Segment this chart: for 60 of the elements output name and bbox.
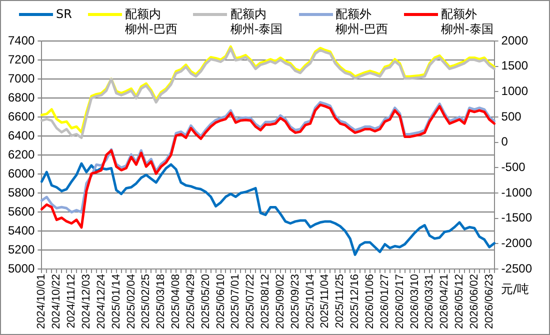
y2-tick-label: 500 <box>501 109 522 124</box>
y2-tick-label: -500 <box>501 160 526 174</box>
y2-tick-label: 2000 <box>501 33 528 48</box>
y2-tick-label: -1000 <box>501 185 532 200</box>
legend-label: 配额外柳州-泰国 <box>441 7 494 36</box>
y-tick-label: 7400 <box>8 33 36 48</box>
y-tick-label: 7200 <box>8 52 36 66</box>
x-tick-label: 2026/01/27 <box>378 274 391 330</box>
y2-tick-label: 1500 <box>501 58 528 73</box>
x-tick-label: 2025/08/12 <box>260 274 272 330</box>
y2-tick-label: 0 <box>501 134 508 149</box>
y2-tick-label: 1000 <box>501 84 528 98</box>
legend-label: SR <box>56 7 72 22</box>
y-tick-label: 7000 <box>8 71 36 86</box>
x-tick-label: 2026/06/23 <box>483 274 496 330</box>
y-tick-label: 5000 <box>8 261 36 276</box>
x-tick-label: 2025/10/14 <box>304 274 316 330</box>
y2-tick-label: -1500 <box>501 210 532 225</box>
x-tick-label: 2025/01/14 <box>110 274 122 330</box>
text: 元/吨 <box>501 281 530 298</box>
legend-label: 配额内柳州-泰国 <box>230 7 283 36</box>
x-tick-label: 2024/10/01 <box>36 274 48 330</box>
y2-tick-label: -2000 <box>501 236 532 250</box>
x-tick-label: 2026/04/21 <box>438 274 451 330</box>
x-tick-label: 2025/04/29 <box>184 274 197 330</box>
x-tick-label: 2025/07/01 <box>230 274 242 330</box>
y-tick-label: 6800 <box>8 90 36 104</box>
x-tick-label: 2024/11/12 <box>66 274 78 328</box>
y-tick-label: 5600 <box>8 204 36 218</box>
x-tick-label: 2025/02/04 <box>125 274 138 330</box>
y-tick-label: 6400 <box>8 128 36 142</box>
y-tick-label: 5200 <box>8 242 36 256</box>
y2-tick-label: -2500 <box>501 261 532 276</box>
x-tick-label: 2026/01/06 <box>364 274 376 330</box>
x-tick-label: 2026/02/17 <box>394 274 406 330</box>
x-tick-label: 2024/12/03 <box>80 274 92 330</box>
legend-label: 配额内柳州-巴西 <box>124 7 178 36</box>
x-tick-label: 2025/03/18 <box>155 274 168 330</box>
x-tick-label: 2025/11/25 <box>334 274 346 328</box>
x-tick-label: 2025/02/25 <box>140 274 152 330</box>
x-tick-label: 2024/10/22 <box>50 274 63 330</box>
x-tick-label: 2026/06/02 <box>468 274 480 330</box>
x-tick-label: 2025/05/20 <box>200 274 212 330</box>
y-tick-label: 6200 <box>8 147 36 162</box>
x-tick-label: 2026/03/31 <box>424 274 436 330</box>
legend-label: 配额外柳州-巴西 <box>336 7 388 36</box>
x-tick-label: 2026/05/12 <box>454 274 466 330</box>
x-tick-label: 2025/12/16 <box>349 274 362 330</box>
x-tick-label: 2026/03/10 <box>408 274 421 330</box>
x-tick-label: 2025/06/10 <box>214 274 227 330</box>
y-tick-label: 6600 <box>8 109 36 124</box>
y-tick-label: 5400 <box>8 223 36 238</box>
x-tick-label: 2025/09/23 <box>289 274 302 330</box>
x-tick-label: 2025/04/08 <box>170 274 182 330</box>
y-tick-label: 6000 <box>8 166 36 180</box>
y-tick-label: 5800 <box>8 185 36 200</box>
x-tick-label: 2025/09/02 <box>274 274 286 330</box>
x-tick-label: 2024/12/24 <box>95 274 108 330</box>
x-tick-label: 2025/11/04 <box>319 274 332 328</box>
x-tick-label: 2025/07/22 <box>244 274 257 330</box>
